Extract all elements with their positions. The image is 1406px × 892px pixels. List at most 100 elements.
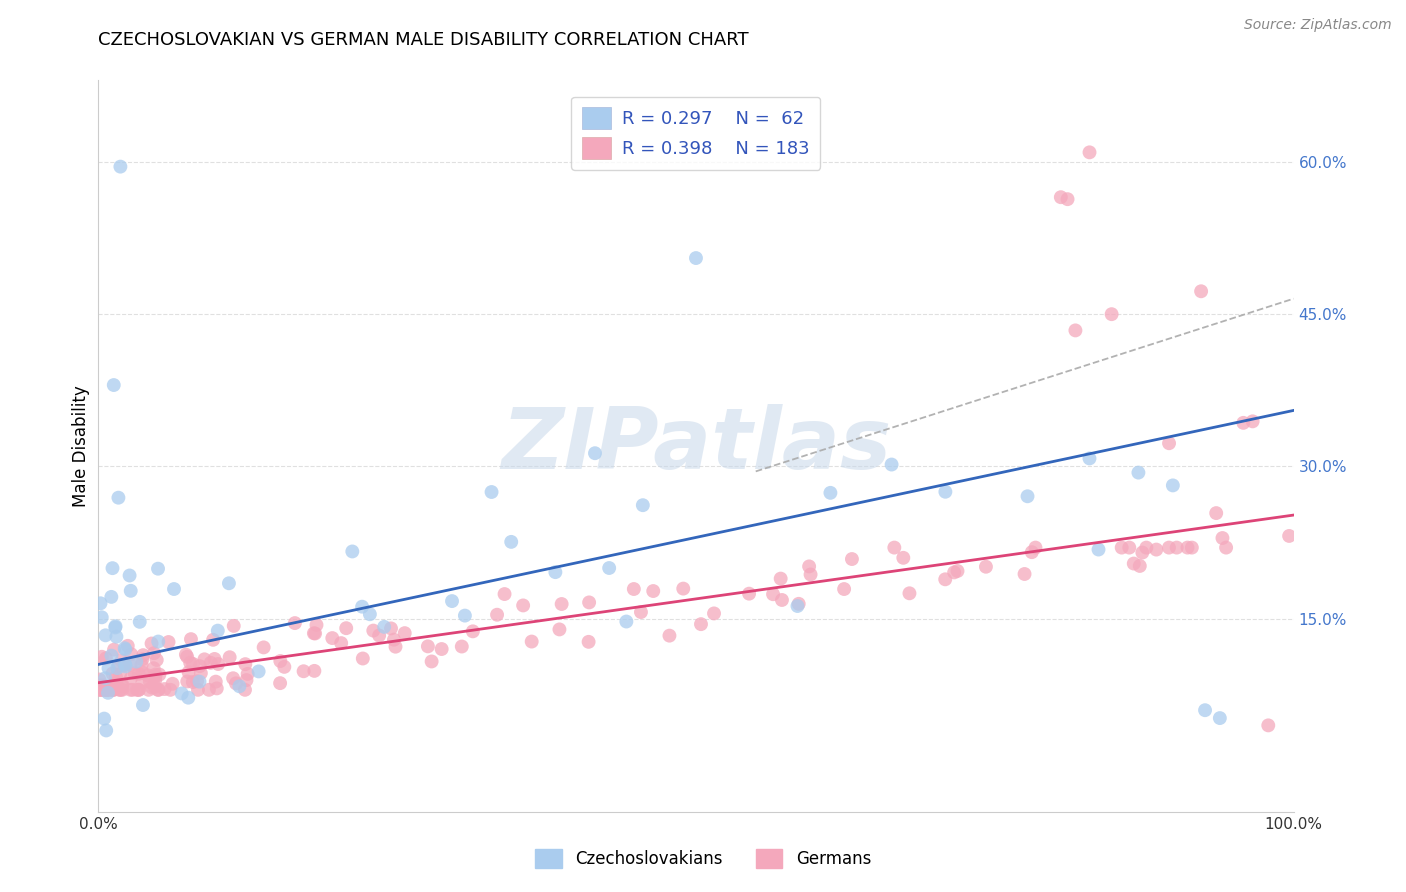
Point bbox=[141, 681, 163, 695]
Point bbox=[382, 632, 405, 647]
Point bbox=[97, 686, 120, 700]
Point bbox=[96, 682, 118, 697]
Point bbox=[883, 541, 905, 555]
Point bbox=[89, 673, 111, 687]
Point bbox=[148, 667, 170, 681]
Point bbox=[128, 682, 150, 697]
Point bbox=[205, 681, 228, 696]
Point bbox=[218, 576, 240, 591]
Point bbox=[105, 661, 128, 675]
Point bbox=[104, 619, 127, 633]
Point bbox=[125, 682, 148, 697]
Point bbox=[880, 458, 903, 472]
Point bbox=[91, 682, 114, 697]
Point bbox=[1111, 541, 1133, 555]
Point bbox=[186, 674, 208, 689]
Point bbox=[176, 674, 198, 689]
Point bbox=[114, 641, 136, 656]
Point bbox=[193, 652, 215, 666]
Point bbox=[104, 620, 127, 634]
Point bbox=[786, 599, 808, 613]
Point bbox=[583, 446, 606, 460]
Point bbox=[943, 566, 966, 580]
Point bbox=[101, 666, 124, 681]
Point bbox=[770, 593, 793, 607]
Point bbox=[335, 621, 357, 635]
Point bbox=[176, 649, 198, 664]
Point bbox=[284, 616, 307, 631]
Point bbox=[1144, 542, 1167, 557]
Point bbox=[111, 682, 134, 697]
Point bbox=[104, 677, 127, 691]
Point bbox=[1209, 711, 1232, 725]
Point bbox=[207, 657, 229, 671]
Point bbox=[93, 678, 115, 692]
Point bbox=[486, 607, 509, 622]
Point bbox=[974, 559, 997, 574]
Point bbox=[934, 572, 956, 586]
Point bbox=[89, 678, 111, 692]
Point bbox=[228, 679, 250, 693]
Point bbox=[520, 634, 543, 648]
Point bbox=[177, 690, 200, 705]
Point bbox=[769, 572, 792, 586]
Point bbox=[235, 673, 257, 687]
Point bbox=[1017, 489, 1039, 503]
Point bbox=[578, 595, 600, 609]
Point bbox=[97, 661, 120, 675]
Point bbox=[153, 681, 176, 696]
Point bbox=[118, 568, 141, 582]
Point bbox=[120, 671, 142, 685]
Point bbox=[1205, 506, 1227, 520]
Point bbox=[1189, 285, 1212, 299]
Point bbox=[690, 617, 713, 632]
Point bbox=[200, 656, 222, 670]
Point bbox=[100, 681, 122, 696]
Point bbox=[132, 698, 155, 712]
Point bbox=[139, 674, 162, 689]
Legend: R = 0.297    N =  62, R = 0.398    N = 183: R = 0.297 N = 62, R = 0.398 N = 183 bbox=[571, 96, 821, 169]
Point bbox=[898, 586, 921, 600]
Point bbox=[1129, 558, 1152, 573]
Point bbox=[120, 583, 142, 598]
Point bbox=[141, 636, 163, 650]
Point bbox=[131, 675, 153, 690]
Point bbox=[672, 582, 695, 596]
Point bbox=[1014, 566, 1036, 581]
Point bbox=[110, 682, 132, 697]
Point bbox=[105, 675, 128, 690]
Point bbox=[136, 668, 159, 682]
Point bbox=[145, 653, 167, 667]
Point bbox=[630, 605, 652, 619]
Point bbox=[797, 559, 820, 574]
Point bbox=[181, 675, 204, 690]
Point bbox=[114, 657, 136, 672]
Point bbox=[236, 666, 259, 681]
Point bbox=[461, 624, 484, 639]
Point bbox=[1130, 545, 1153, 559]
Point bbox=[787, 597, 810, 611]
Point bbox=[128, 615, 150, 629]
Point bbox=[174, 648, 197, 662]
Point bbox=[416, 640, 439, 654]
Point bbox=[90, 610, 112, 624]
Point bbox=[143, 646, 166, 660]
Point bbox=[1181, 541, 1204, 555]
Point bbox=[373, 620, 395, 634]
Point bbox=[1278, 529, 1301, 543]
Point bbox=[100, 648, 122, 663]
Point bbox=[1215, 541, 1237, 555]
Point bbox=[1177, 541, 1199, 555]
Point bbox=[120, 647, 142, 661]
Point bbox=[658, 629, 681, 643]
Point bbox=[94, 628, 117, 642]
Point bbox=[934, 484, 956, 499]
Point bbox=[204, 674, 226, 689]
Point bbox=[1118, 541, 1140, 555]
Point bbox=[145, 669, 167, 683]
Point bbox=[1241, 414, 1264, 428]
Point bbox=[89, 682, 111, 697]
Point bbox=[450, 640, 472, 654]
Point bbox=[359, 607, 381, 622]
Point bbox=[430, 642, 453, 657]
